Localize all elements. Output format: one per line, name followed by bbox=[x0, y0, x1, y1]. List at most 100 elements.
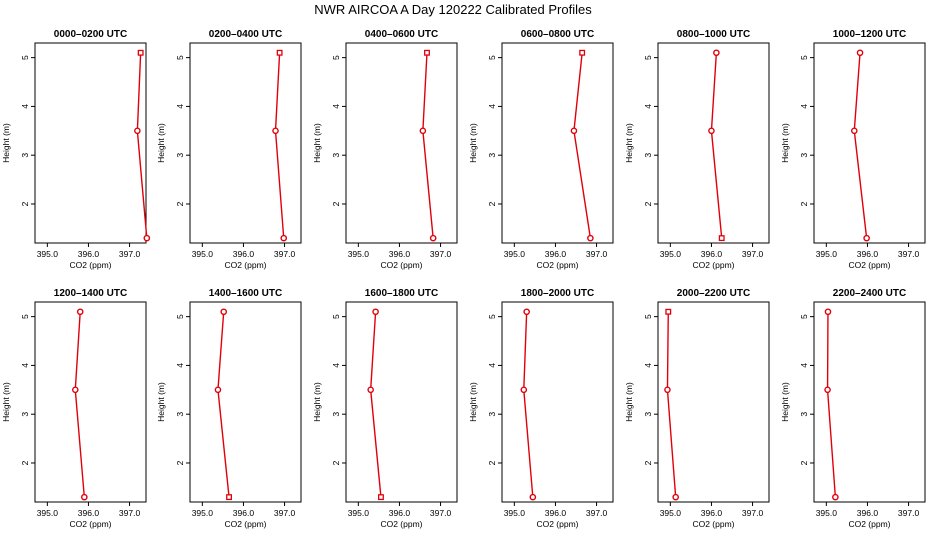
data-point bbox=[529, 493, 537, 501]
y-tick-label: 4 bbox=[331, 363, 341, 368]
panel-title: 1400–1600 UTC bbox=[209, 288, 282, 299]
panel-title: 1600–1800 UTC bbox=[365, 288, 438, 299]
y-tick-label: 3 bbox=[331, 153, 341, 158]
data-point bbox=[587, 234, 594, 242]
figure-title: NWR AIRCOA A Day 120222 Calibrated Profi… bbox=[314, 2, 592, 17]
y-tick-label: 4 bbox=[331, 104, 341, 109]
data-point bbox=[71, 386, 79, 394]
data-point bbox=[372, 308, 379, 316]
data-point bbox=[856, 49, 864, 57]
x-tick-label: 395.0 bbox=[192, 508, 214, 518]
y-tick-label: 2 bbox=[175, 460, 185, 465]
x-tick-label: 397.0 bbox=[119, 249, 141, 259]
data-point bbox=[824, 386, 831, 394]
x-tick-label: 395.0 bbox=[348, 249, 370, 259]
data-point bbox=[280, 234, 288, 242]
y-tick-label: 2 bbox=[799, 201, 809, 206]
data-point bbox=[76, 308, 84, 316]
y-axis-label: Height (m) bbox=[156, 123, 166, 163]
data-point bbox=[81, 493, 88, 501]
y-tick-label: 2 bbox=[20, 460, 30, 465]
x-axis-label: CO2 (ppm) bbox=[380, 260, 422, 270]
y-axis-label: Height (m) bbox=[1, 123, 11, 163]
y-tick-label: 3 bbox=[175, 153, 185, 158]
profile-line bbox=[826, 311, 837, 498]
panel-title: 2000–2200 UTC bbox=[677, 288, 750, 299]
x-tick-label: 397.0 bbox=[898, 508, 920, 518]
y-tick-label: 3 bbox=[643, 412, 653, 417]
data-point bbox=[713, 49, 720, 57]
y-tick-label: 5 bbox=[175, 55, 185, 60]
data-point bbox=[367, 386, 374, 394]
data-point bbox=[214, 386, 222, 394]
x-axis-label: CO2 (ppm) bbox=[69, 260, 111, 270]
y-axis-label: Height (m) bbox=[312, 123, 322, 163]
x-axis-label: CO2 (ppm) bbox=[224, 260, 266, 270]
x-tick-label: 397.0 bbox=[742, 508, 764, 518]
profile-line bbox=[853, 52, 868, 239]
y-tick-label: 4 bbox=[175, 104, 185, 109]
profile-line bbox=[523, 311, 534, 498]
data-point bbox=[832, 493, 839, 501]
x-axis-label: CO2 (ppm) bbox=[536, 260, 578, 270]
x-axis-label: CO2 (ppm) bbox=[692, 519, 734, 529]
x-tick-label: 395.0 bbox=[504, 508, 526, 518]
profile-panel-8: 1400–1600 UTC 395.0 396.0 397.0 2 3 4 5 CO2 (ppm… bbox=[156, 288, 302, 529]
data-point bbox=[718, 235, 725, 242]
x-tick-label: 397.0 bbox=[898, 249, 920, 259]
data-point bbox=[520, 386, 528, 394]
y-tick-label: 3 bbox=[487, 153, 497, 158]
y-tick-label: 2 bbox=[487, 460, 497, 465]
y-axis-label: Height (m) bbox=[1, 382, 11, 422]
y-tick-label: 3 bbox=[643, 153, 653, 158]
y-tick-label: 5 bbox=[20, 55, 30, 60]
plot-frame bbox=[501, 301, 614, 503]
x-tick-label: 396.0 bbox=[233, 249, 255, 259]
x-tick-label: 395.0 bbox=[660, 249, 682, 259]
data-point bbox=[137, 49, 144, 56]
x-tick-label: 396.0 bbox=[701, 508, 723, 518]
x-tick-label: 396.0 bbox=[701, 249, 723, 259]
panel-title: 1800–2000 UTC bbox=[521, 288, 594, 299]
profile-panel-3: 0400–0600 UTC 395.0 396.0 397.0 2 3 4 5 CO2 (ppm… bbox=[312, 29, 458, 270]
profile-panel-7: 1200–1400 UTC 395.0 396.0 397.0 2 3 4 5 CO2 (ppm… bbox=[1, 288, 147, 529]
profile-panel-9: 1600–1800 UTC 395.0 396.0 397.0 2 3 4 5 CO2 (ppm… bbox=[312, 288, 458, 529]
y-tick-label: 5 bbox=[175, 314, 185, 319]
y-axis-label: Height (m) bbox=[624, 123, 634, 163]
y-tick-label: 2 bbox=[20, 201, 30, 206]
panel-title: 0000–0200 UTC bbox=[54, 29, 127, 40]
profile-panel-10: 1800–2000 UTC 395.0 396.0 397.0 2 3 4 5 CO2 (ppm… bbox=[468, 288, 614, 529]
plot-frame bbox=[189, 42, 302, 244]
y-tick-label: 4 bbox=[175, 363, 185, 368]
data-point bbox=[419, 127, 427, 135]
y-tick-label: 5 bbox=[643, 314, 653, 319]
y-tick-label: 2 bbox=[175, 201, 185, 206]
data-point bbox=[824, 308, 832, 316]
panel-title: 0600–0800 UTC bbox=[521, 29, 594, 40]
data-point bbox=[863, 234, 870, 242]
y-tick-label: 2 bbox=[331, 460, 341, 465]
x-tick-label: 396.0 bbox=[545, 508, 567, 518]
plot-frame bbox=[34, 42, 147, 244]
x-tick-label: 397.0 bbox=[430, 508, 452, 518]
y-tick-label: 5 bbox=[487, 55, 497, 60]
data-point bbox=[850, 127, 858, 135]
x-tick-label: 395.0 bbox=[816, 508, 838, 518]
x-tick-label: 397.0 bbox=[742, 249, 764, 259]
x-axis-label: CO2 (ppm) bbox=[380, 519, 422, 529]
x-axis-label: CO2 (ppm) bbox=[536, 519, 578, 529]
data-point bbox=[143, 234, 151, 242]
data-point bbox=[672, 493, 679, 501]
x-tick-label: 397.0 bbox=[274, 249, 296, 259]
y-tick-label: 2 bbox=[799, 460, 809, 465]
data-point bbox=[665, 308, 672, 315]
y-tick-label: 3 bbox=[799, 412, 809, 417]
panel-title: 0200–0400 UTC bbox=[209, 29, 282, 40]
profile-line bbox=[136, 52, 148, 239]
y-tick-label: 5 bbox=[331, 55, 341, 60]
x-tick-label: 397.0 bbox=[586, 249, 608, 259]
panel-title: 0400–0600 UTC bbox=[365, 29, 438, 40]
x-tick-label: 395.0 bbox=[37, 249, 59, 259]
x-tick-label: 396.0 bbox=[78, 249, 100, 259]
